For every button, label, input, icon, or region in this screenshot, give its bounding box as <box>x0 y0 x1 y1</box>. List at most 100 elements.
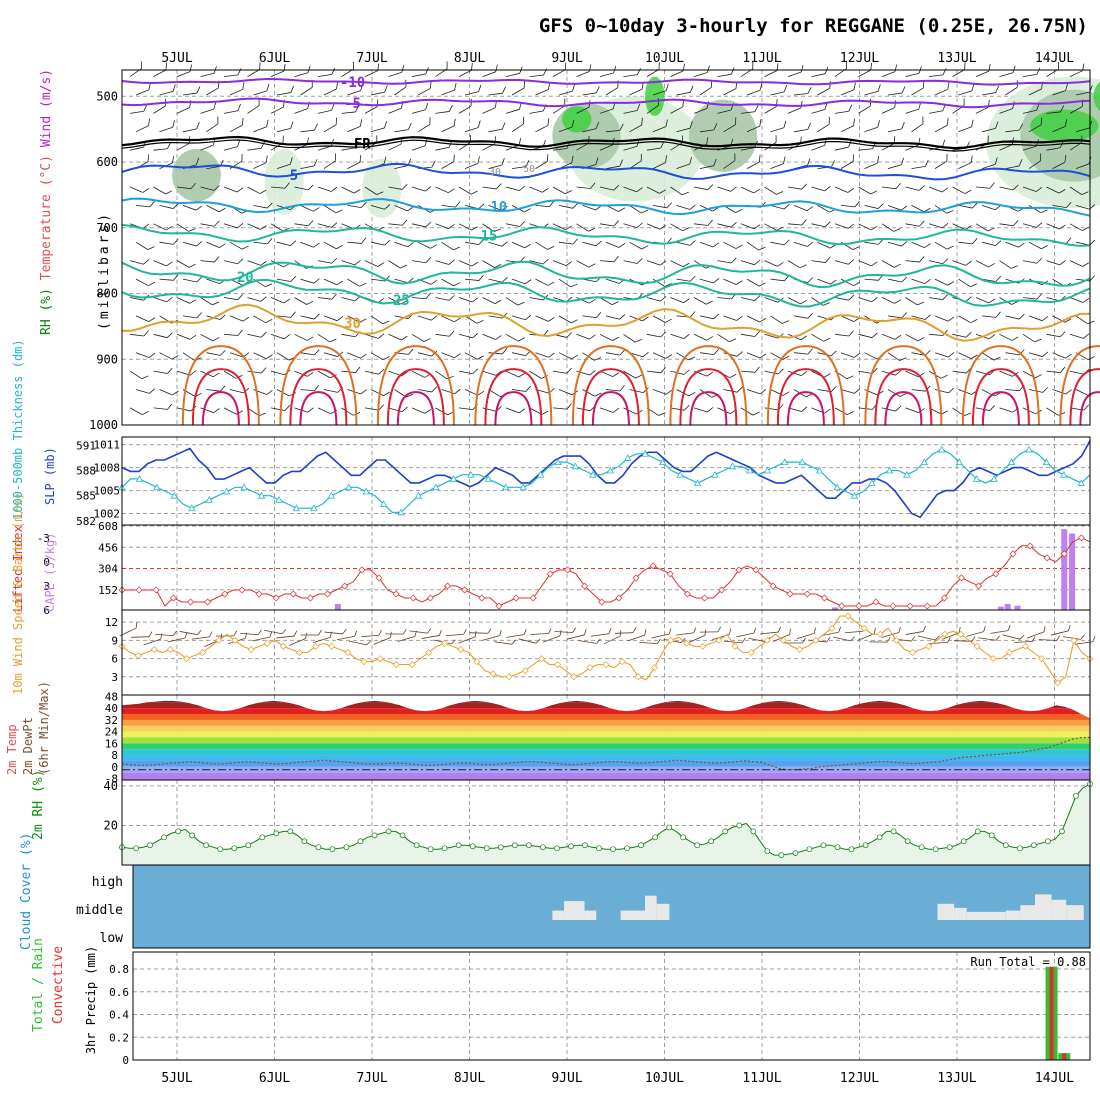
wind-barb <box>694 329 713 342</box>
wind-barb <box>223 104 242 113</box>
wind-barb-shaft <box>248 371 262 373</box>
wind-barb-feather <box>167 296 173 303</box>
wind-barb-feather <box>389 632 394 638</box>
wind-barb <box>150 99 168 114</box>
rh2m-marker <box>288 829 293 834</box>
rh2m-marker <box>596 846 601 851</box>
wind-barb-shaft <box>1000 261 1012 269</box>
thickness-marker <box>276 497 282 503</box>
wind-barb-shaft <box>224 111 238 114</box>
wind-barb-shaft <box>154 298 167 302</box>
wind-barb-feather <box>171 85 176 92</box>
wind-barb <box>935 347 954 358</box>
wind-barb-shaft <box>841 205 855 206</box>
wind-barb-feather <box>383 355 389 362</box>
wind-barb-shaft <box>935 89 948 95</box>
wind-barb-shaft <box>412 261 426 263</box>
wind-barb-feather <box>428 81 434 88</box>
wind-barb-shaft <box>207 124 218 132</box>
wind-barb-shaft <box>365 71 378 77</box>
wind-barb-feather <box>706 66 712 73</box>
wind-barb-feather <box>808 312 813 319</box>
wind-barb-feather <box>548 628 551 633</box>
wind-barb <box>127 61 145 76</box>
wind-barb-feather <box>925 314 930 321</box>
wind-barb-feather <box>361 237 366 243</box>
wind-barb <box>932 154 950 169</box>
lifted-index-marker <box>479 595 485 601</box>
wind-barb <box>745 83 764 95</box>
wind-barb-shaft <box>724 390 738 393</box>
x-tick-label-top: 13JUL <box>937 51 976 66</box>
wind-barb-feather <box>455 201 460 207</box>
wind-barb <box>324 237 343 251</box>
wind-barb-shaft <box>154 261 167 266</box>
lifted-index-marker <box>821 595 827 601</box>
wind-barb-feather <box>731 257 736 264</box>
wind-barb-feather <box>583 629 587 635</box>
thickness-marker <box>939 447 945 453</box>
cloud-level-label: middle <box>76 903 123 918</box>
rh2m-marker <box>611 847 616 852</box>
wind-barb-feather <box>941 373 948 380</box>
wind-barb <box>136 347 155 359</box>
wind-barb <box>624 255 643 265</box>
wind-barb <box>533 82 552 95</box>
wind-barb <box>362 99 381 113</box>
wind-barb-shaft <box>600 334 612 340</box>
wind-barb-feather <box>760 317 766 324</box>
wind-barb-feather <box>238 258 243 265</box>
wind-barb <box>389 256 407 271</box>
wind-barb-feather <box>144 330 149 336</box>
isotherm-loop <box>398 392 434 425</box>
wind-barb-shaft <box>835 261 849 265</box>
wind-barb-feather <box>807 241 813 248</box>
wind-barb <box>600 329 619 343</box>
wind-barb-shaft <box>412 187 425 191</box>
wind-barb-shaft <box>277 93 291 95</box>
x-tick-label-bottom: 13JUL <box>937 1071 976 1086</box>
wind-barb-shaft <box>677 279 691 281</box>
isotherm-loop <box>583 369 639 425</box>
wind-barb-10m <box>990 625 1012 633</box>
wind-barb-shaft <box>953 371 967 373</box>
wind-barb-shaft <box>180 631 198 634</box>
wind-barb <box>459 365 478 374</box>
wind-barb-shaft <box>318 74 332 76</box>
wind-barb <box>295 292 314 306</box>
lifted-index-marker <box>650 563 656 569</box>
wind-barb-shaft <box>747 316 760 322</box>
wind-barb-feather <box>453 245 460 252</box>
wind-barb <box>932 118 951 132</box>
wind-barb-feather <box>995 86 1000 93</box>
wind-barb <box>411 67 430 76</box>
wind-barb-shaft <box>741 334 755 336</box>
wind-barb <box>530 403 549 417</box>
wind-barb-feather <box>565 189 571 196</box>
x-tick-label-bottom: 9JUL <box>551 1071 582 1086</box>
rh2m-marker <box>134 846 139 851</box>
wind-barb <box>371 348 390 362</box>
rh2m-marker <box>400 833 405 838</box>
wind-barb-feather <box>660 259 666 266</box>
wind-barb-feather <box>783 85 788 92</box>
wind-barb <box>222 140 241 150</box>
temp-band <box>122 755 1090 761</box>
wind-barb <box>721 81 740 95</box>
wind-barb-shaft <box>912 205 924 211</box>
wind-barb-shaft <box>553 371 567 373</box>
wind-barb-feather <box>219 206 225 213</box>
wind-barb-feather <box>196 240 201 247</box>
wind-barb-feather <box>332 257 337 264</box>
wind-barb-shaft <box>512 353 526 356</box>
wind-barb-feather <box>314 385 319 391</box>
wind-barb-feather <box>925 278 931 285</box>
wind-barb-shaft <box>671 261 684 267</box>
rh2m-marker <box>639 843 644 848</box>
wind-barb <box>841 347 860 359</box>
isotherm-loop <box>875 369 931 425</box>
wind-barb <box>1023 329 1041 344</box>
wind-barb-shaft <box>818 124 830 132</box>
wind-speed-marker <box>442 640 448 646</box>
wind-barb-feather <box>664 84 670 91</box>
